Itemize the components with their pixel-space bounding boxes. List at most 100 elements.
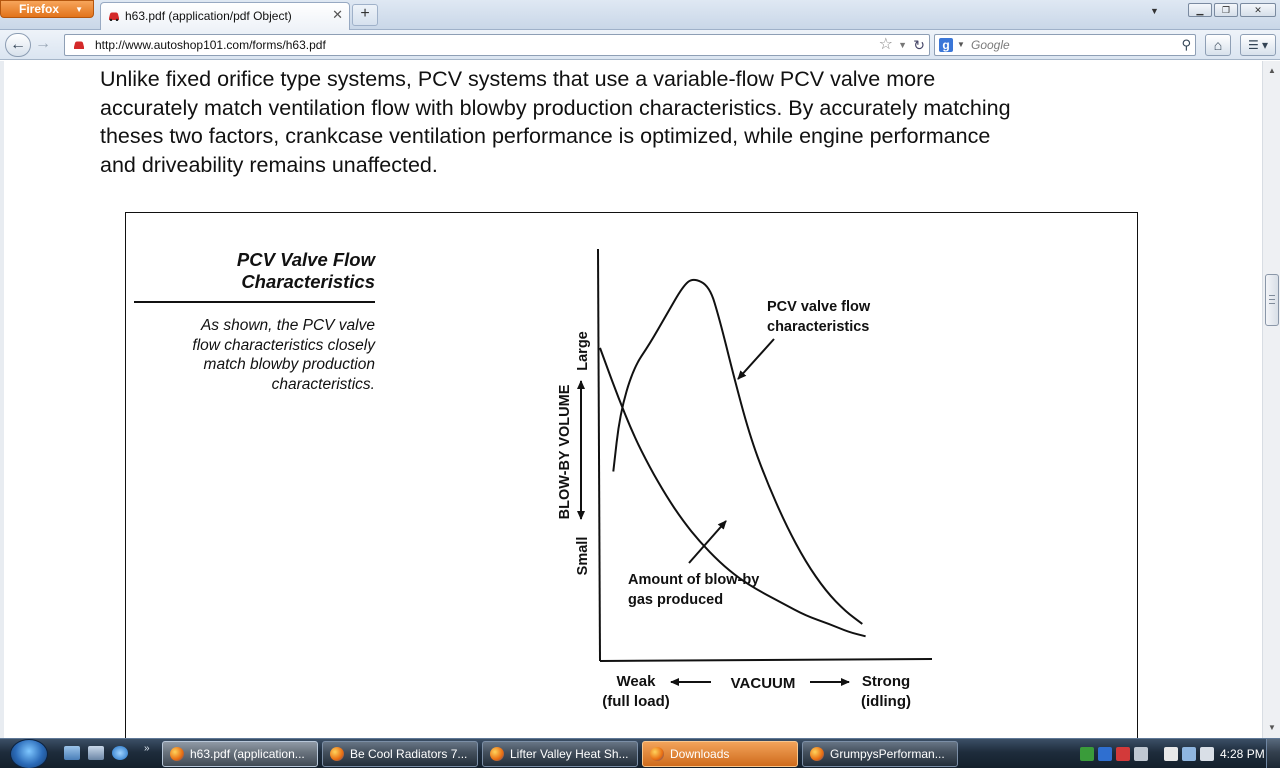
firefox-icon <box>650 747 664 761</box>
annotation-pcv-line2: characteristics <box>767 319 869 335</box>
taskbar-item-label: h63.pdf (application... <box>190 747 305 761</box>
forward-arrow-icon[interactable]: → <box>35 35 51 52</box>
title-divider <box>134 301 375 303</box>
scroll-up-icon[interactable]: ▲ <box>1268 66 1276 75</box>
taskbar-clock[interactable]: 4:28 PM <box>1220 747 1265 761</box>
car-favicon-icon <box>109 12 119 21</box>
minimize-icon[interactable]: ▁ <box>1188 3 1212 17</box>
taskbar-item[interactable]: Lifter Valley Heat Sh... <box>482 741 638 767</box>
firefox-icon <box>490 747 504 761</box>
car-favicon-icon <box>74 41 84 49</box>
search-engine-dropdown-icon[interactable]: ▼ <box>957 40 965 49</box>
vertical-scrollbar[interactable]: ▲ ▼ <box>1262 61 1280 738</box>
new-tab-button[interactable]: + <box>352 4 378 26</box>
reload-icon[interactable]: ↻ <box>913 37 925 53</box>
figure-caption: As shown, the PCV valve flow characteris… <box>126 316 375 394</box>
show-desktop-icon[interactable] <box>64 746 80 760</box>
caption-line: As shown, the PCV valve <box>200 317 375 334</box>
x-end-label-strong-sub: (idling) <box>861 693 911 710</box>
taskbar-item[interactable]: h63.pdf (application... <box>162 741 318 767</box>
y-axis-label: BLOW-BY VOLUME <box>557 384 573 519</box>
caption-line: flow characteristics closely <box>192 336 375 354</box>
scroll-down-icon[interactable]: ▼ <box>1268 723 1276 732</box>
firefox-menu-button[interactable]: Firefox ▼ <box>0 0 94 18</box>
start-button[interactable] <box>10 739 48 768</box>
network-tray-icon[interactable] <box>1080 747 1094 761</box>
taskbar-item-label: GrumpysPerforman... <box>830 747 945 761</box>
switch-windows-icon[interactable] <box>88 746 104 760</box>
firefox-icon <box>810 747 824 761</box>
search-placeholder: Google <box>971 38 1010 52</box>
caption-line: match blowby production <box>203 356 375 373</box>
content-left-edge <box>0 61 4 738</box>
x-axis-label: VACUUM <box>731 675 796 692</box>
series-line-blowby <box>599 347 866 638</box>
y-end-label-small: Small <box>575 537 591 576</box>
taskbar-item[interactable]: Be Cool Radiators 7... <box>322 741 478 767</box>
scrollbar-thumb[interactable] <box>1265 274 1279 326</box>
volume-icon[interactable] <box>1200 747 1214 761</box>
annotation-blowby-line2: gas produced <box>628 592 723 608</box>
annotation-blowby-arrow <box>688 520 727 564</box>
tab-title: h63.pdf (application/pdf Object) <box>125 9 292 23</box>
list-all-tabs-icon[interactable]: ▼ <box>1150 6 1159 16</box>
window-controls: ▁ ❐ ✕ <box>1188 3 1276 17</box>
security-tray-icon[interactable] <box>1116 747 1130 761</box>
show-desktop-button[interactable] <box>1266 739 1280 768</box>
google-icon[interactable]: g <box>939 38 953 52</box>
figure-box: PCV Valve Flow Characteristics As shown,… <box>125 212 1138 738</box>
taskbar-item[interactable]: GrumpysPerforman... <box>802 741 958 767</box>
x-end-label-weak: Weak <box>617 673 657 690</box>
taskbar-item-label: Be Cool Radiators 7... <box>350 747 468 761</box>
chevron-down-icon: ▼ <box>75 5 83 14</box>
home-icon[interactable]: ⌂ <box>1205 34 1231 56</box>
annotation-pcv-arrow <box>737 338 775 380</box>
y-end-label-large: Large <box>575 331 591 371</box>
internet-explorer-icon[interactable] <box>112 746 128 760</box>
paragraph-line: accurately match ventilation flow with b… <box>100 95 1011 120</box>
taskbar-item-label: Lifter Valley Heat Sh... <box>510 747 629 761</box>
search-icon[interactable]: ⚲ <box>1181 37 1191 52</box>
bookmark-star-icon[interactable]: ☆ <box>878 36 893 53</box>
figure-title-line: Characteristics <box>241 271 375 292</box>
series-line-pcv-flow <box>612 278 863 625</box>
tray-app-icon[interactable] <box>1134 747 1148 761</box>
back-arrow-icon[interactable]: ← <box>5 33 31 57</box>
body-paragraph: Unlike fixed orifice type systems, PCV s… <box>100 65 1180 179</box>
url-bar[interactable]: http://www.autoshop101.com/forms/h63.pdf… <box>64 34 930 56</box>
network-icon[interactable] <box>1182 747 1196 761</box>
action-center-icon[interactable] <box>1164 747 1178 761</box>
taskbar-item-label: Downloads <box>670 747 730 761</box>
window-close-icon[interactable]: ✕ <box>1240 3 1276 17</box>
figure-title-line: PCV Valve Flow <box>236 249 375 270</box>
history-dropdown-icon[interactable]: ▼ <box>898 40 907 50</box>
caption-line: characteristics. <box>271 375 375 393</box>
tab-h63-pdf[interactable]: h63.pdf (application/pdf Object) ✕ <box>100 2 350 30</box>
firefox-icon <box>330 747 344 761</box>
system-tray: 4:28 PM <box>1076 739 1280 768</box>
antivirus-tray-icon[interactable] <box>1098 747 1112 761</box>
url-text: http://www.autoshop101.com/forms/h63.pdf <box>95 38 326 52</box>
pdf-content-area: Unlike fixed orifice type systems, PCV s… <box>0 61 1262 738</box>
y-axis <box>597 248 601 662</box>
annotation-pcv-line1: PCV valve flow <box>767 299 871 315</box>
paragraph-line: Unlike fixed orifice type systems, PCV s… <box>100 67 936 91</box>
annotation-blowby-line1: Amount of blow-by <box>628 572 759 588</box>
quick-launch-more-icon[interactable]: » <box>144 743 150 754</box>
firefox-icon <box>170 747 184 761</box>
tab-strip: Firefox ▼ h63.pdf (application/pdf Objec… <box>0 0 1280 30</box>
navigation-toolbar: ← → http://www.autoshop101.com/forms/h63… <box>0 30 1280 60</box>
taskbar-item[interactable]: Downloads <box>642 741 798 767</box>
search-bar[interactable]: g ▼ Google ⚲ <box>934 34 1196 56</box>
figure-title: PCV Valve Flow Characteristics <box>126 249 375 293</box>
bookmarks-menu-icon[interactable]: ☰ ▾ <box>1240 34 1276 56</box>
flow-chart: BLOW-BY VOLUME Large Small VACUUM Weak (… <box>557 248 933 710</box>
x-axis <box>599 658 933 662</box>
close-tab-icon[interactable]: ✕ <box>332 7 343 22</box>
x-end-label-weak-sub: (full load) <box>602 693 670 710</box>
firefox-menu-label: Firefox <box>19 2 60 16</box>
windows-taskbar: » h63.pdf (application... Be Cool Radiat… <box>0 738 1280 768</box>
paragraph-line: and driveability remains unaffected. <box>100 152 438 177</box>
restore-icon[interactable]: ❐ <box>1214 3 1238 17</box>
